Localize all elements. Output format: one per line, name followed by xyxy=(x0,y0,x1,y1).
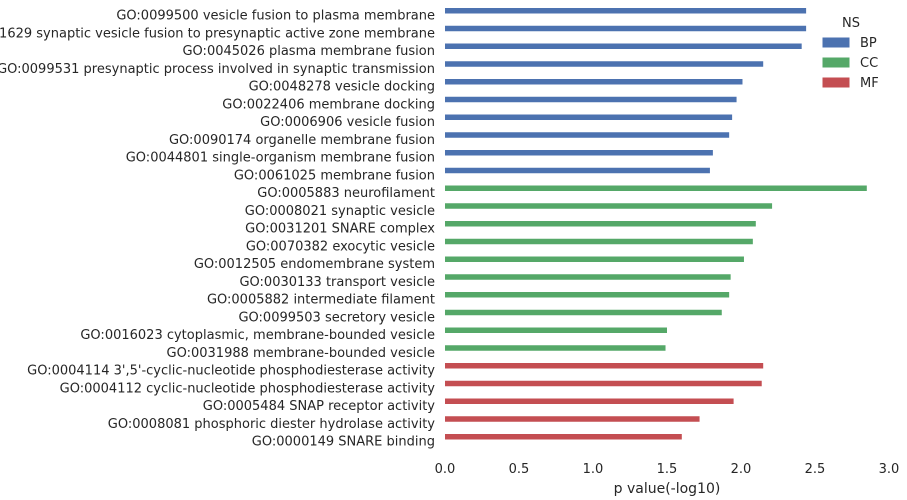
x-tick-label: 0.0 xyxy=(435,462,456,477)
bar-cc xyxy=(445,256,744,262)
bar-cc xyxy=(445,309,722,316)
category-label: GO:0099500 vesicle fusion to plasma memb… xyxy=(116,9,435,24)
bar-mf xyxy=(445,363,764,369)
category-label: GO:0008081 phosphoric diester hydrolase … xyxy=(108,417,435,432)
category-label: GO:0004112 cyclic-nucleotide phosphodies… xyxy=(60,381,436,396)
category-label: GO:0022406 membrane docking xyxy=(222,97,435,112)
category-label: GO:0031201 SNARE complex xyxy=(245,222,435,237)
bar-cc xyxy=(445,274,731,280)
x-tick-label: 0.5 xyxy=(509,462,530,477)
category-label: GO:0008021 synaptic vesicle xyxy=(245,204,435,219)
category-label: GO:0070382 exocytic vesicle xyxy=(246,239,435,254)
bars-group xyxy=(445,8,867,440)
category-label: GO:0000149 SNARE binding xyxy=(252,435,435,450)
bar-cc xyxy=(445,327,667,333)
legend-label-mf: MF xyxy=(860,76,879,91)
bar-cc xyxy=(445,203,773,209)
category-label: GO:0099503 secretory vesicle xyxy=(238,310,435,325)
bar-bp xyxy=(445,167,710,174)
category-label: GO:0005882 intermediate filament xyxy=(207,293,435,308)
category-label: GO:0061025 membrane fusion xyxy=(234,168,435,183)
category-label: GO:0090174 organelle membrane fusion xyxy=(169,133,435,148)
x-tick-label: 1.5 xyxy=(657,462,678,477)
bar-cc xyxy=(445,238,753,245)
category-label: GO:0005484 SNAP receptor activity xyxy=(203,399,436,414)
category-labels: GO:0099500 vesicle fusion to plasma memb… xyxy=(0,9,435,450)
x-tick-label: 2.5 xyxy=(805,462,826,477)
bar-bp xyxy=(445,132,730,138)
x-tick-label: 3.0 xyxy=(879,462,900,477)
bar-bp xyxy=(445,79,743,85)
category-label: GO:0006906 vesicle fusion xyxy=(260,115,435,130)
legend-title: NS xyxy=(842,16,860,31)
bar-bp xyxy=(445,8,807,14)
category-label: GO:0004114 3',5'-cyclic-nucleotide phosp… xyxy=(27,364,435,379)
category-label: GO:0099531 presynaptic process involved … xyxy=(0,62,435,77)
x-tick-label: 1.0 xyxy=(583,462,604,477)
x-tick-labels: 0.0 0.5 1.0 1.5 2.0 2.5 3.0 xyxy=(435,462,900,477)
bar-bp xyxy=(445,43,802,49)
bar-bp xyxy=(445,25,807,32)
bar-cc xyxy=(445,345,666,351)
category-label: GO:0048278 vesicle docking xyxy=(249,80,435,95)
x-tick-label: 2.0 xyxy=(731,462,752,477)
bar-bp xyxy=(445,114,733,120)
bar-bp xyxy=(445,150,713,156)
legend-label-bp: BP xyxy=(860,36,877,51)
legend-label-cc: CC xyxy=(860,56,878,71)
legend: NS BP CC MF xyxy=(821,16,879,91)
category-label: GO:0045026 plasma membrane fusion xyxy=(182,44,435,59)
bar-bp xyxy=(445,61,764,67)
legend-swatch-bp xyxy=(821,36,851,49)
bar-mf xyxy=(445,416,700,422)
bar-bp xyxy=(445,96,737,103)
category-label: GO:0031988 membrane-bounded vesicle xyxy=(167,346,435,361)
category-label: GO:0044801 single-organism membrane fusi… xyxy=(126,151,435,166)
legend-swatch-mf xyxy=(821,76,851,89)
bar-cc xyxy=(445,292,730,298)
bar-cc xyxy=(445,221,756,227)
legend-swatch-cc xyxy=(821,56,851,69)
x-axis-title: p value(-log10) xyxy=(614,481,721,497)
bar-cc xyxy=(445,185,867,191)
category-label: GO:0031629 synaptic vesicle fusion to pr… xyxy=(0,26,435,41)
bar-mf xyxy=(445,398,734,404)
category-label: GO:0012505 endomembrane system xyxy=(194,257,435,272)
bar-mf xyxy=(445,380,762,387)
category-label: GO:0005883 neurofilament xyxy=(257,186,435,201)
bar-mf xyxy=(445,434,682,440)
category-label: GO:0030133 transport vesicle xyxy=(239,275,435,290)
category-label: GO:0016023 cytoplasmic, membrane-bounded… xyxy=(80,328,435,343)
